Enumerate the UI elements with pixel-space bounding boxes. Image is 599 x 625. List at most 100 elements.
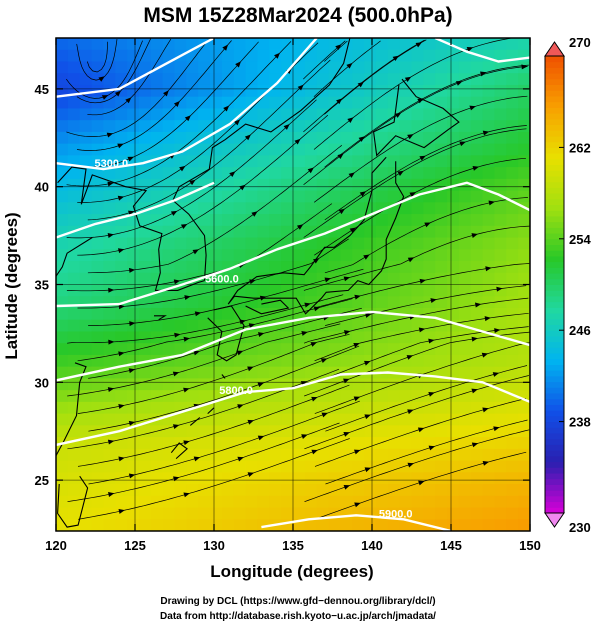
heatmap-cell <box>281 390 294 403</box>
heatmap-cell <box>233 202 247 215</box>
heatmap-cell <box>174 120 187 133</box>
heatmap-cell <box>470 155 484 168</box>
streamline-arrow <box>301 331 308 336</box>
heatmap-cell <box>233 437 247 450</box>
streamline-arrow <box>251 211 258 217</box>
heatmap-cell <box>328 120 341 133</box>
streamline-arrow <box>107 387 115 392</box>
heatmap-cell <box>233 307 247 321</box>
heatmap-cell <box>458 120 472 133</box>
heatmap-cell <box>198 296 211 309</box>
heatmap-cell <box>494 120 507 133</box>
heatmap-cell <box>162 460 176 473</box>
heatmap-cell <box>375 225 389 239</box>
heatmap-cell <box>423 49 436 63</box>
heatmap-cell <box>328 472 341 485</box>
heatmap-cell <box>494 178 507 192</box>
heatmap-cell <box>506 460 519 473</box>
heatmap-cell <box>411 354 424 368</box>
heatmap-cell <box>91 343 104 356</box>
heatmap-cell <box>364 378 377 391</box>
heatmap-cell <box>375 73 389 86</box>
heatmap-cell <box>518 354 530 368</box>
heatmap-cell <box>293 272 306 286</box>
heatmap-cell <box>423 472 436 485</box>
heatmap-cell <box>352 120 365 133</box>
colorbar-segment <box>545 78 564 86</box>
coastline <box>170 442 188 460</box>
heatmap-cell <box>91 167 104 180</box>
heatmap-cell <box>56 495 69 509</box>
heatmap-cell <box>233 507 247 520</box>
streamline-arrow <box>183 440 190 446</box>
heatmap-cell <box>174 319 187 333</box>
heatmap-cell <box>269 413 282 426</box>
heatmap-cell <box>281 155 294 168</box>
heatmap-cell <box>352 460 365 473</box>
heatmap-cell <box>375 49 389 63</box>
heatmap-cell <box>138 261 152 274</box>
heatmap-cell <box>257 178 270 192</box>
heatmap-cell <box>506 131 519 145</box>
heatmap-cell <box>233 272 247 286</box>
heatmap-cell <box>210 73 223 86</box>
streamline-arrow <box>354 502 361 508</box>
heatmap-cell <box>115 49 128 63</box>
heatmap-cell <box>91 472 104 485</box>
heatmap-cell <box>518 401 530 415</box>
heatmap-cell <box>506 437 519 450</box>
heatmap-cell <box>328 190 341 203</box>
heatmap-cell <box>293 167 306 180</box>
heatmap-cell <box>293 484 306 497</box>
colorbar-tick-label: 254 <box>569 232 591 247</box>
heatmap-cell <box>103 249 116 262</box>
colorbar-segment <box>545 141 564 148</box>
heatmap-cell <box>91 143 104 156</box>
heatmap-cell <box>352 296 365 309</box>
streamline-arrow <box>419 278 426 284</box>
streamline-arrow <box>180 224 188 230</box>
heatmap-cell <box>56 331 69 344</box>
heatmap-cell <box>269 331 282 344</box>
heatmap-cell <box>198 49 211 63</box>
x-tick-label: 135 <box>282 538 304 553</box>
heatmap-cell <box>103 120 116 133</box>
streamline-arrow <box>194 311 202 317</box>
heatmap-cell <box>103 167 116 180</box>
heatmap-cell <box>91 49 104 63</box>
heatmap-cell <box>257 413 270 426</box>
heatmap-cell <box>150 167 164 180</box>
heatmap-cell <box>447 519 460 531</box>
heatmap-cell <box>127 507 140 520</box>
heatmap-cell <box>257 167 270 180</box>
contour-label: 5800.0 <box>219 385 253 397</box>
heatmap-cell <box>127 460 140 473</box>
streamline-arrow <box>128 368 136 374</box>
colorbar-segment <box>545 56 564 63</box>
heatmap-cell <box>198 249 211 262</box>
heatmap-cell <box>79 413 93 426</box>
heatmap-cell <box>304 472 318 485</box>
streamline-arrow <box>311 449 318 455</box>
heatmap-cell <box>127 390 140 403</box>
heatmap-cell <box>304 120 318 133</box>
heatmap-cell <box>293 143 306 156</box>
heatmap-cell <box>435 460 448 473</box>
heatmap-cell <box>186 167 199 180</box>
streamline-arrow <box>335 44 342 51</box>
heatmap-cell <box>174 131 187 145</box>
heatmap-cell <box>233 413 247 426</box>
heatmap-cell <box>257 49 270 63</box>
heatmap-cell <box>79 249 93 262</box>
heatmap-cell <box>316 261 330 274</box>
colorbar-segment <box>545 324 564 331</box>
heatmap-cell <box>340 84 353 98</box>
heatmap-cell <box>340 484 353 497</box>
heatmap-cell <box>56 272 69 286</box>
y-tick-label: 25 <box>35 473 49 488</box>
heatmap-cell <box>79 484 93 497</box>
heatmap-cell <box>506 519 519 531</box>
streamline-arrow <box>128 267 136 273</box>
heatmap-cell <box>506 319 519 333</box>
heatmap-cell <box>91 261 104 274</box>
